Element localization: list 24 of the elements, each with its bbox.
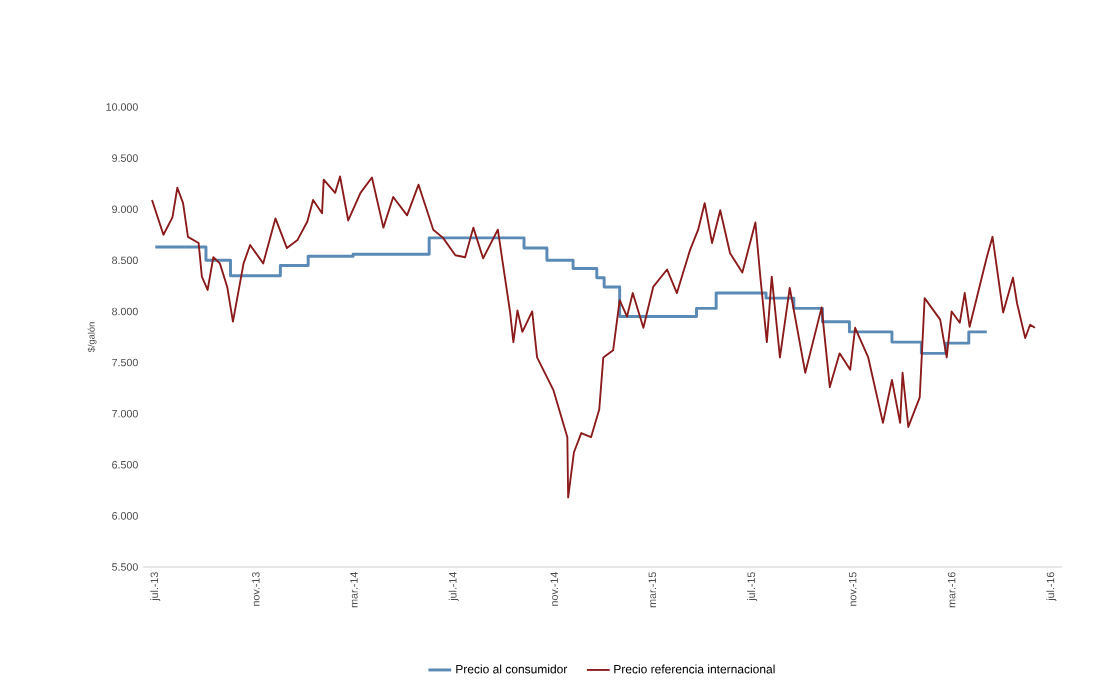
legend-label: Precio al consumidor — [456, 664, 568, 674]
y-tick-label: 8.500 — [112, 256, 138, 265]
x-tick-label: jul.-13 — [150, 572, 161, 602]
y-tick-label: 6.500 — [112, 461, 138, 469]
x-tick-label: nov.-13 — [252, 572, 260, 606]
x-tick-label: nov.-14 — [550, 572, 558, 606]
y-tick-label: 9.000 — [112, 205, 138, 213]
x-tick-label: jul.-15 — [747, 572, 758, 602]
x-tick-label: mar.-16 — [947, 572, 956, 608]
y-tick-label: 9.500 — [112, 154, 138, 162]
x-tick-label: mar.-14 — [350, 572, 358, 608]
y-tick-label: 10.000 — [106, 103, 138, 111]
x-tick-label: nov.-15 — [848, 572, 857, 606]
legend-label: Precio referencia internacional — [614, 664, 775, 674]
y-tick-label: 7.000 — [112, 409, 138, 418]
x-tick-label: jul.-16 — [1046, 572, 1057, 602]
y-tick-label: 7.500 — [112, 358, 138, 367]
y-tick-label: 6.000 — [112, 512, 138, 520]
line-series — [151, 175, 1036, 499]
x-tick-label: jul.-14 — [448, 572, 459, 602]
x-tick-label: mar.-15 — [648, 572, 657, 608]
y-axis-title: $/galón — [87, 322, 97, 353]
y-tick-label: 8.000 — [112, 307, 138, 316]
y-tick-label: 5.500 — [112, 563, 138, 571]
